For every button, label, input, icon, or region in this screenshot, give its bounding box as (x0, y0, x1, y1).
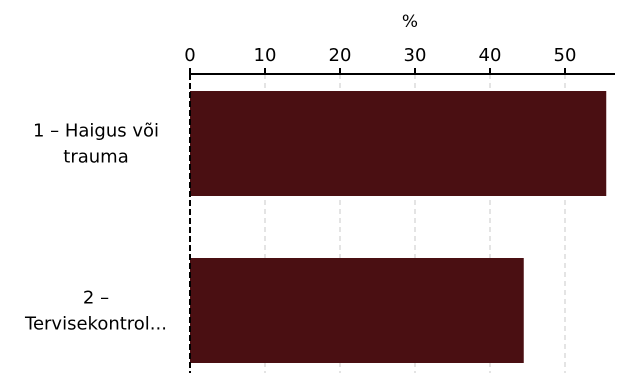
x-tick-label-0: 0 (184, 45, 195, 66)
bar-1 (190, 91, 607, 196)
x-tick-label-50: 50 (554, 45, 577, 66)
category-label-1-line-2: trauma (63, 147, 128, 168)
category-label-1-line-1: 1 – Haigus või (33, 121, 159, 142)
x-tick-label-40: 40 (479, 45, 502, 66)
x-tick-label-30: 30 (404, 45, 427, 66)
category-label-2-line-2: Tervisekontrol... (24, 314, 167, 335)
category-labels: 1 – Haigus või trauma 2 – Tervisekontrol... (24, 121, 167, 335)
x-axis: 0 10 20 30 40 50 (184, 45, 615, 373)
category-label-2-line-1: 2 – (83, 288, 109, 309)
x-tick-label-20: 20 (329, 45, 352, 66)
x-axis-title: % (402, 12, 418, 32)
bar-2 (190, 258, 524, 363)
bars (190, 91, 607, 363)
x-tick-label-10: 10 (254, 45, 277, 66)
